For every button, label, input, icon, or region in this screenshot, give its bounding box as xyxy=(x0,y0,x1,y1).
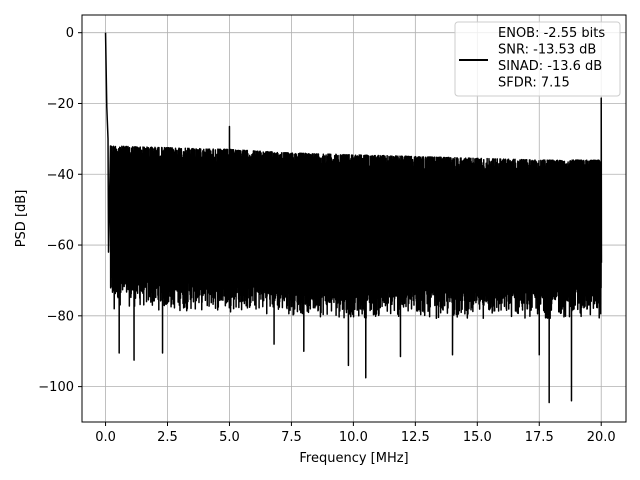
x-axis-ticks: 0.0 2.5 5.0 7.5 10.0 12.5 15.0 17.5 20.0 xyxy=(95,422,616,445)
y-axis-label: PSD [dB] xyxy=(14,190,29,248)
legend-entry-sinad: SINAD: -13.6 dB xyxy=(498,59,602,74)
psd-series xyxy=(104,32,603,404)
x-tick-label: 17.5 xyxy=(525,430,554,445)
x-tick-label: 0.0 xyxy=(95,430,116,445)
legend-entry-enob: ENOB: -2.55 bits xyxy=(498,26,605,41)
x-tick-label: 20.0 xyxy=(587,430,616,445)
legend-entry-snr: SNR: -13.53 dB xyxy=(498,43,596,58)
x-tick-label: 15.0 xyxy=(463,430,492,445)
y-tick-label: −20 xyxy=(47,97,74,112)
y-axis-ticks: 0 −20 −40 −60 −80 −100 xyxy=(38,26,82,395)
x-tick-label: 7.5 xyxy=(281,430,302,445)
y-tick-label: −80 xyxy=(47,309,74,324)
x-tick-label: 5.0 xyxy=(219,430,240,445)
y-tick-label: 0 xyxy=(66,26,74,41)
legend-entry-sfdr: SFDR: 7.15 xyxy=(498,76,570,91)
plot-frame xyxy=(81,14,627,423)
x-tick-label: 12.5 xyxy=(401,430,430,445)
y-tick-label: −60 xyxy=(47,239,74,254)
x-tick-label: 2.5 xyxy=(157,430,178,445)
y-tick-label: −40 xyxy=(47,168,74,183)
x-tick-label: 10.0 xyxy=(339,430,368,445)
legend-box xyxy=(454,21,621,97)
psd-series-line xyxy=(104,32,603,404)
legend: ENOB: -2.55 bits SNR: -13.53 dB SINAD: -… xyxy=(454,21,621,97)
x-axis-label: Frequency [MHz] xyxy=(299,451,408,466)
y-tick-label: −100 xyxy=(38,380,74,395)
